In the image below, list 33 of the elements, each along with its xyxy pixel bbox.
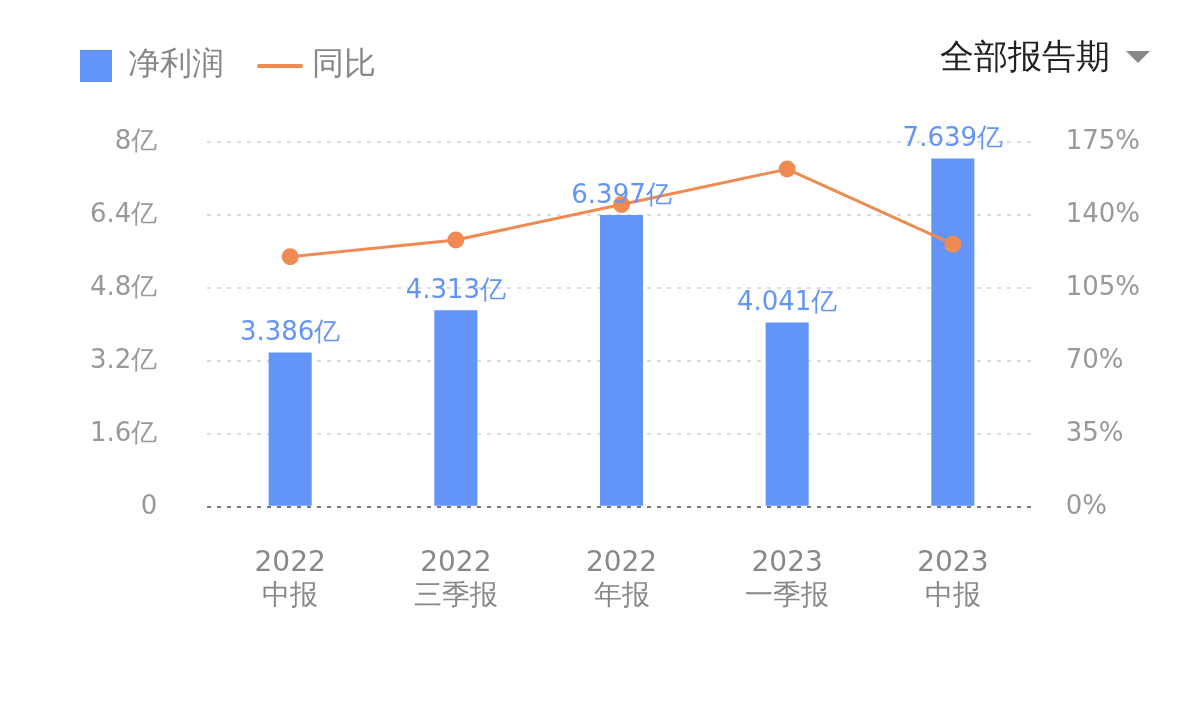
- bar: [931, 158, 975, 506]
- data-label: 4.313亿: [405, 273, 507, 304]
- y-tick-label: 4.8亿: [89, 270, 158, 301]
- y-tick-label: 1.6亿: [89, 416, 158, 447]
- x-tick-label: 2023 一季报: [745, 544, 830, 612]
- y2-tick-label: 0%: [1065, 489, 1107, 520]
- y2-tick-label: 70%: [1065, 343, 1124, 374]
- x-tick-label: 2022 年报: [585, 544, 658, 612]
- point: [778, 160, 796, 178]
- x-tick-label: 2022 三季报: [413, 544, 498, 612]
- text: 全部报告期: [940, 35, 1110, 78]
- bar: [765, 322, 809, 506]
- data-label: 3.386亿: [239, 316, 341, 347]
- x-tick-label: 2022 中报: [254, 544, 326, 612]
- y2-tick-label: 140%: [1065, 197, 1141, 228]
- legend-label: 净利润: [128, 44, 224, 83]
- point: [447, 231, 465, 249]
- y2-tick-label: 105%: [1065, 270, 1141, 301]
- y-tick-label: 8亿: [114, 124, 158, 155]
- point: [944, 235, 962, 253]
- x-tick-label: 2023 中报: [917, 544, 989, 612]
- data-label: 4.041亿: [736, 286, 838, 317]
- point: [281, 248, 299, 266]
- y2-tick-label: 175%: [1065, 124, 1141, 155]
- bar: [434, 310, 478, 506]
- y-tick-label: 3.2亿: [89, 343, 158, 374]
- bar: [268, 352, 312, 506]
- data-label: 7.639亿: [902, 122, 1004, 153]
- y2-tick-label: 35%: [1065, 416, 1124, 447]
- y-tick-label: 0: [140, 489, 158, 520]
- bar: [599, 215, 644, 506]
- legend-label: 同比: [312, 44, 376, 83]
- y-tick-label: 6.4亿: [89, 197, 158, 228]
